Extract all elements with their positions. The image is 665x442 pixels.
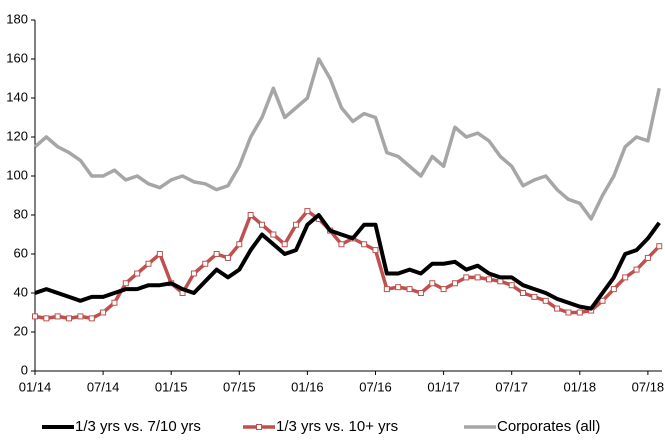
x-tick-label: 01/14 bbox=[19, 379, 52, 394]
series-marker bbox=[338, 241, 345, 248]
series-marker bbox=[236, 241, 243, 248]
series-marker bbox=[417, 290, 424, 296]
series-marker bbox=[293, 221, 300, 228]
series-marker bbox=[656, 243, 663, 250]
series-marker bbox=[247, 212, 254, 218]
series-marker bbox=[270, 231, 277, 238]
series-marker bbox=[32, 313, 38, 320]
series-marker bbox=[474, 274, 481, 281]
y-tick-label: 160 bbox=[6, 50, 28, 65]
series-marker bbox=[66, 315, 73, 322]
x-tick-label: 01/15 bbox=[155, 379, 188, 394]
y-tick-label: 40 bbox=[14, 284, 28, 299]
x-tick-label: 07/14 bbox=[87, 379, 120, 394]
series-marker bbox=[122, 280, 129, 287]
series-marker bbox=[520, 290, 527, 296]
series-marker bbox=[134, 270, 141, 277]
series-marker bbox=[372, 247, 379, 254]
series-marker bbox=[156, 251, 163, 257]
series-marker bbox=[190, 270, 197, 277]
series-marker bbox=[599, 297, 606, 304]
series-marker bbox=[610, 286, 617, 293]
y-tick-label: 60 bbox=[14, 245, 28, 260]
x-tick-label: 07/16 bbox=[359, 379, 392, 394]
series-marker bbox=[576, 309, 583, 316]
series-marker bbox=[497, 278, 504, 285]
series-marker bbox=[395, 284, 402, 291]
series-marker bbox=[486, 276, 492, 283]
series-marker bbox=[304, 208, 311, 215]
series-marker bbox=[145, 260, 152, 267]
series-marker bbox=[554, 305, 561, 312]
series-marker bbox=[644, 254, 651, 261]
y-tick-label: 180 bbox=[6, 11, 28, 26]
series-marker bbox=[213, 251, 220, 257]
series-marker bbox=[622, 274, 629, 281]
x-tick-label: 01/17 bbox=[427, 379, 460, 394]
series-marker bbox=[361, 241, 368, 248]
series-line bbox=[33, 57, 661, 221]
series-marker bbox=[383, 286, 390, 293]
series-marker bbox=[54, 313, 61, 320]
series-marker bbox=[440, 286, 447, 293]
series-marker bbox=[88, 315, 95, 322]
x-tick-label: 01/16 bbox=[291, 379, 324, 394]
y-tick-label: 20 bbox=[14, 323, 28, 338]
series-marker bbox=[224, 254, 231, 261]
series-marker bbox=[406, 286, 413, 293]
legend-label: 1/3 yrs vs. 7/10 yrs bbox=[75, 418, 201, 435]
series-marker bbox=[100, 309, 107, 316]
legend-marker bbox=[256, 424, 262, 430]
series-marker bbox=[451, 280, 458, 287]
x-tick-label: 07/18 bbox=[632, 379, 665, 394]
series-marker bbox=[111, 299, 118, 306]
y-tick-label: 120 bbox=[6, 128, 28, 143]
y-tick-label: 0 bbox=[21, 362, 28, 377]
series-marker bbox=[463, 274, 470, 281]
series-marker bbox=[633, 266, 640, 273]
series-marker bbox=[202, 260, 209, 267]
series-marker bbox=[259, 221, 265, 228]
x-tick-label: 01/18 bbox=[564, 379, 597, 394]
series-marker bbox=[508, 282, 515, 289]
series-marker bbox=[542, 297, 549, 304]
y-tick-label: 80 bbox=[14, 206, 28, 221]
series-marker bbox=[281, 241, 288, 248]
y-tick-label: 100 bbox=[6, 167, 28, 182]
x-tick-label: 07/15 bbox=[223, 379, 256, 394]
series-marker bbox=[565, 309, 572, 316]
legend-label: Corporates (all) bbox=[497, 418, 600, 435]
series-marker bbox=[531, 293, 538, 300]
series-marker bbox=[43, 315, 50, 322]
legend-label: 1/3 yrs vs. 10+ yrs bbox=[276, 418, 398, 435]
x-tick-label: 07/17 bbox=[495, 379, 528, 394]
series-line bbox=[34, 213, 661, 311]
series-marker bbox=[77, 313, 84, 320]
y-tick-label: 140 bbox=[6, 89, 28, 104]
series-marker bbox=[429, 280, 436, 287]
